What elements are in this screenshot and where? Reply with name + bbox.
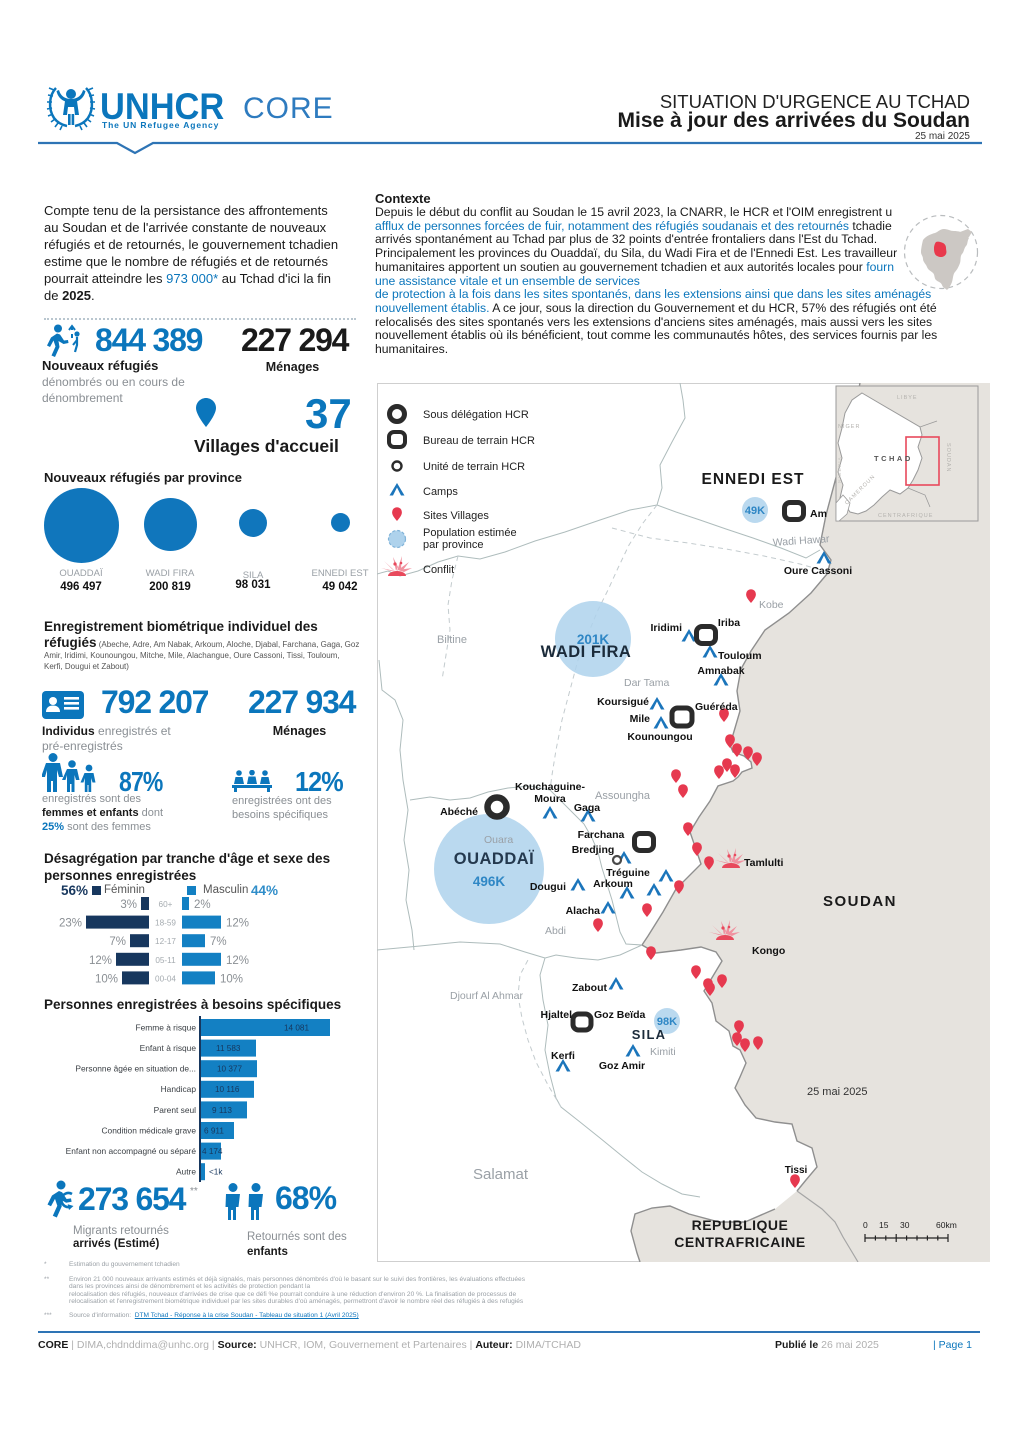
svg-text:Kongo: Kongo	[752, 945, 785, 957]
svg-text:LIBYE: LIBYE	[897, 395, 918, 401]
svg-text:Tréguine: Tréguine	[606, 867, 650, 879]
svg-text:Tissi: Tissi	[785, 1165, 808, 1176]
svg-text:Kounoungou: Kounoungou	[627, 731, 692, 743]
svg-text:Dougui: Dougui	[530, 881, 566, 893]
svg-text:Djourf Al Ahmar: Djourf Al Ahmar	[450, 990, 523, 1002]
svg-text:Iriba: Iriba	[718, 617, 740, 629]
svg-text:Personne âgée en situation de.: Personne âgée en situation de...	[75, 1064, 196, 1074]
svg-text:Handicap: Handicap	[161, 1084, 197, 1094]
svg-text:Autre: Autre	[176, 1167, 196, 1177]
svg-text:496K: 496K	[473, 874, 506, 889]
svg-text:SOUDAN: SOUDAN	[945, 443, 951, 473]
svg-text:Dar Tama: Dar Tama	[624, 677, 669, 689]
svg-text:60km: 60km	[936, 1220, 957, 1230]
svg-text:12%: 12%	[226, 955, 249, 967]
svg-text:6 911: 6 911	[204, 1126, 224, 1135]
svg-text:Goz Beïda: Goz Beïda	[594, 1009, 646, 1021]
svg-text:Wadi Hawar: Wadi Hawar	[772, 533, 830, 549]
svg-text:Abéché: Abéché	[440, 806, 478, 818]
svg-text:7%: 7%	[109, 936, 126, 948]
svg-text:Iridimi: Iridimi	[650, 622, 682, 634]
svg-text:Gaga: Gaga	[574, 802, 600, 814]
svg-text:Bredjing: Bredjing	[572, 844, 615, 856]
svg-text:Kouchaguine-: Kouchaguine-	[515, 781, 586, 793]
svg-text:Abdi: Abdi	[545, 925, 566, 937]
svg-text:Kobe: Kobe	[759, 599, 784, 611]
svg-text:Hjaltel: Hjaltel	[540, 1009, 572, 1021]
svg-text:NIGER: NIGER	[838, 424, 860, 430]
svg-text:SOUDAN: SOUDAN	[823, 893, 897, 910]
svg-text:25 mai 2025: 25 mai 2025	[807, 1086, 868, 1098]
svg-text:Tamlulti: Tamlulti	[744, 857, 784, 869]
svg-text:05-11: 05-11	[155, 956, 176, 965]
svg-text:7%: 7%	[210, 936, 227, 948]
svg-text:Am: Am	[810, 508, 827, 520]
svg-text:OUADDAÏ: OUADDAÏ	[454, 850, 535, 868]
svg-text:14 081: 14 081	[284, 1024, 309, 1033]
svg-text:Ouara: Ouara	[484, 834, 513, 846]
svg-text:REPUBLIQUE: REPUBLIQUE	[692, 1217, 789, 1233]
svg-text:10 116: 10 116	[215, 1085, 240, 1094]
svg-text:Kimiti: Kimiti	[650, 1046, 676, 1058]
svg-text:Farchana: Farchana	[578, 829, 625, 841]
svg-text:10%: 10%	[220, 973, 243, 985]
svg-text:Zabout: Zabout	[572, 982, 607, 994]
svg-text:12%: 12%	[89, 955, 112, 967]
svg-text:12%: 12%	[226, 918, 249, 930]
svg-text:3%: 3%	[120, 899, 137, 911]
svg-text:Sites Villages: Sites Villages	[423, 510, 489, 522]
svg-text:WADI FIRA: WADI FIRA	[541, 643, 632, 661]
svg-text:4 174: 4 174	[202, 1147, 223, 1156]
svg-text:CENTRAFRICAINE: CENTRAFRICAINE	[674, 1234, 805, 1250]
svg-text:Sous délégation HCR: Sous délégation HCR	[423, 409, 529, 421]
svg-text:60+: 60+	[159, 900, 173, 909]
svg-text:Mile: Mile	[630, 713, 651, 725]
svg-text:Parent seul: Parent seul	[154, 1105, 197, 1115]
svg-text:Assoungha: Assoungha	[595, 790, 651, 802]
svg-text:23%: 23%	[59, 918, 82, 930]
svg-text:Unité de terrain HCR: Unité de terrain HCR	[423, 461, 525, 473]
svg-text:10 377: 10 377	[217, 1065, 242, 1074]
svg-text:Conflit: Conflit	[423, 564, 454, 576]
svg-text:Goz Amir: Goz Amir	[599, 1060, 645, 1072]
svg-text:Condition médicale grave: Condition médicale grave	[101, 1125, 196, 1135]
svg-text:Population estimée: Population estimée	[423, 527, 517, 539]
svg-text:Camps: Camps	[423, 486, 458, 498]
svg-text:0: 0	[863, 1220, 868, 1230]
svg-text:Arkoum: Arkoum	[593, 878, 633, 890]
svg-text:Guéréda: Guéréda	[695, 701, 738, 713]
svg-text:TCHAD: TCHAD	[874, 454, 913, 463]
svg-text:Femme à risque: Femme à risque	[135, 1023, 196, 1033]
svg-text:SILA: SILA	[632, 1027, 666, 1042]
svg-text:00-04: 00-04	[155, 974, 176, 983]
svg-text:2%: 2%	[194, 899, 211, 911]
svg-text:Biltine: Biltine	[437, 634, 467, 646]
svg-text:par province: par province	[423, 539, 484, 551]
svg-text:NIGERIA: NIGERIA	[837, 456, 843, 483]
svg-text:11 583: 11 583	[216, 1044, 241, 1053]
svg-text:18-59: 18-59	[155, 919, 176, 928]
svg-text:Bureau de terrain HCR: Bureau de terrain HCR	[423, 435, 535, 447]
svg-text:Koursigué: Koursigué	[597, 696, 649, 708]
svg-text:Moura: Moura	[534, 793, 566, 805]
svg-text:201K: 201K	[577, 632, 610, 647]
svg-text:10%: 10%	[95, 973, 118, 985]
svg-text:49K: 49K	[745, 505, 765, 517]
svg-text:CENTRAFRIQUE: CENTRAFRIQUE	[878, 513, 933, 519]
svg-text:15: 15	[879, 1220, 889, 1230]
svg-text:98K: 98K	[657, 1016, 677, 1028]
svg-text:Amnabak: Amnabak	[697, 665, 744, 677]
svg-text:12-17: 12-17	[155, 937, 176, 946]
svg-text:9 113: 9 113	[212, 1106, 232, 1115]
svg-text:<1k: <1k	[209, 1168, 223, 1177]
svg-text:ENNEDI EST: ENNEDI EST	[701, 471, 804, 488]
svg-text:Touloum: Touloum	[718, 650, 762, 662]
svg-text:Alacha: Alacha	[566, 905, 601, 917]
svg-text:Salamat: Salamat	[473, 1166, 529, 1183]
svg-text:Enfant non accompagné ou sépar: Enfant non accompagné ou séparé	[66, 1146, 197, 1156]
svg-text:30: 30	[900, 1220, 910, 1230]
svg-text:Enfant à risque: Enfant à risque	[140, 1043, 197, 1053]
svg-text:Oure Cassoni: Oure Cassoni	[784, 565, 852, 577]
svg-text:Kerfi: Kerfi	[551, 1050, 575, 1062]
